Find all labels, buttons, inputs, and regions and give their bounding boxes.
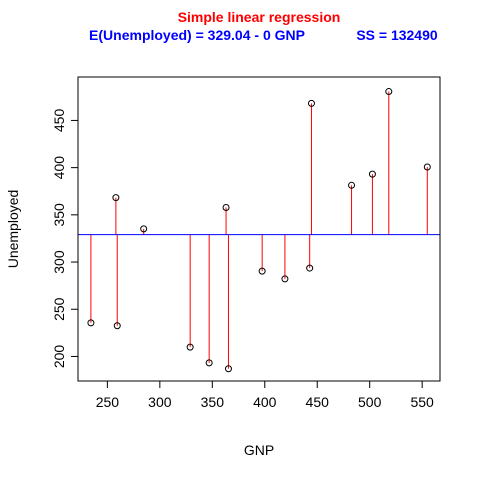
- data-point: [224, 365, 232, 373]
- chart-title: Simple linear regression: [178, 9, 341, 25]
- data-point: [307, 99, 315, 107]
- data-point: [87, 319, 95, 327]
- data-point: [385, 88, 393, 96]
- x-axis: 250 300 350 400 450 500 550: [96, 380, 434, 410]
- data-points: [87, 88, 431, 373]
- data-point: [205, 359, 213, 367]
- data-point: [140, 225, 148, 233]
- data-point: [368, 170, 376, 178]
- y-tick-label: 250: [51, 297, 67, 321]
- data-point: [222, 203, 230, 211]
- x-tick-label: 350: [201, 394, 225, 410]
- y-tick-label: 200: [51, 345, 67, 369]
- data-point: [423, 163, 431, 171]
- regression-equation: E(Unemployed) = 329.04 - 0 GNP: [89, 27, 305, 43]
- y-tick-label: 300: [51, 250, 67, 274]
- data-point: [186, 343, 194, 351]
- y-tick-label: 350: [51, 203, 67, 227]
- data-point: [113, 322, 121, 330]
- x-axis-label: GNP: [244, 442, 274, 458]
- x-tick-label: 400: [253, 394, 277, 410]
- sum-of-squares: SS = 132490: [356, 27, 438, 43]
- data-point: [306, 264, 314, 272]
- data-point: [281, 275, 289, 283]
- x-tick-label: 550: [410, 394, 434, 410]
- y-tick-label: 400: [51, 156, 67, 180]
- data-point: [112, 194, 120, 202]
- y-axis-label: Unemployed: [5, 190, 21, 269]
- data-point: [258, 267, 266, 275]
- x-tick-label: 500: [358, 394, 382, 410]
- x-tick-label: 300: [148, 394, 172, 410]
- plot-frame: [77, 76, 441, 382]
- data-point: [348, 181, 356, 189]
- y-tick-label: 450: [51, 109, 67, 133]
- x-tick-label: 250: [96, 394, 120, 410]
- x-tick-label: 450: [306, 394, 330, 410]
- y-axis: 200 250 300 350 400 450: [51, 109, 79, 369]
- residual-lines: [90, 91, 428, 369]
